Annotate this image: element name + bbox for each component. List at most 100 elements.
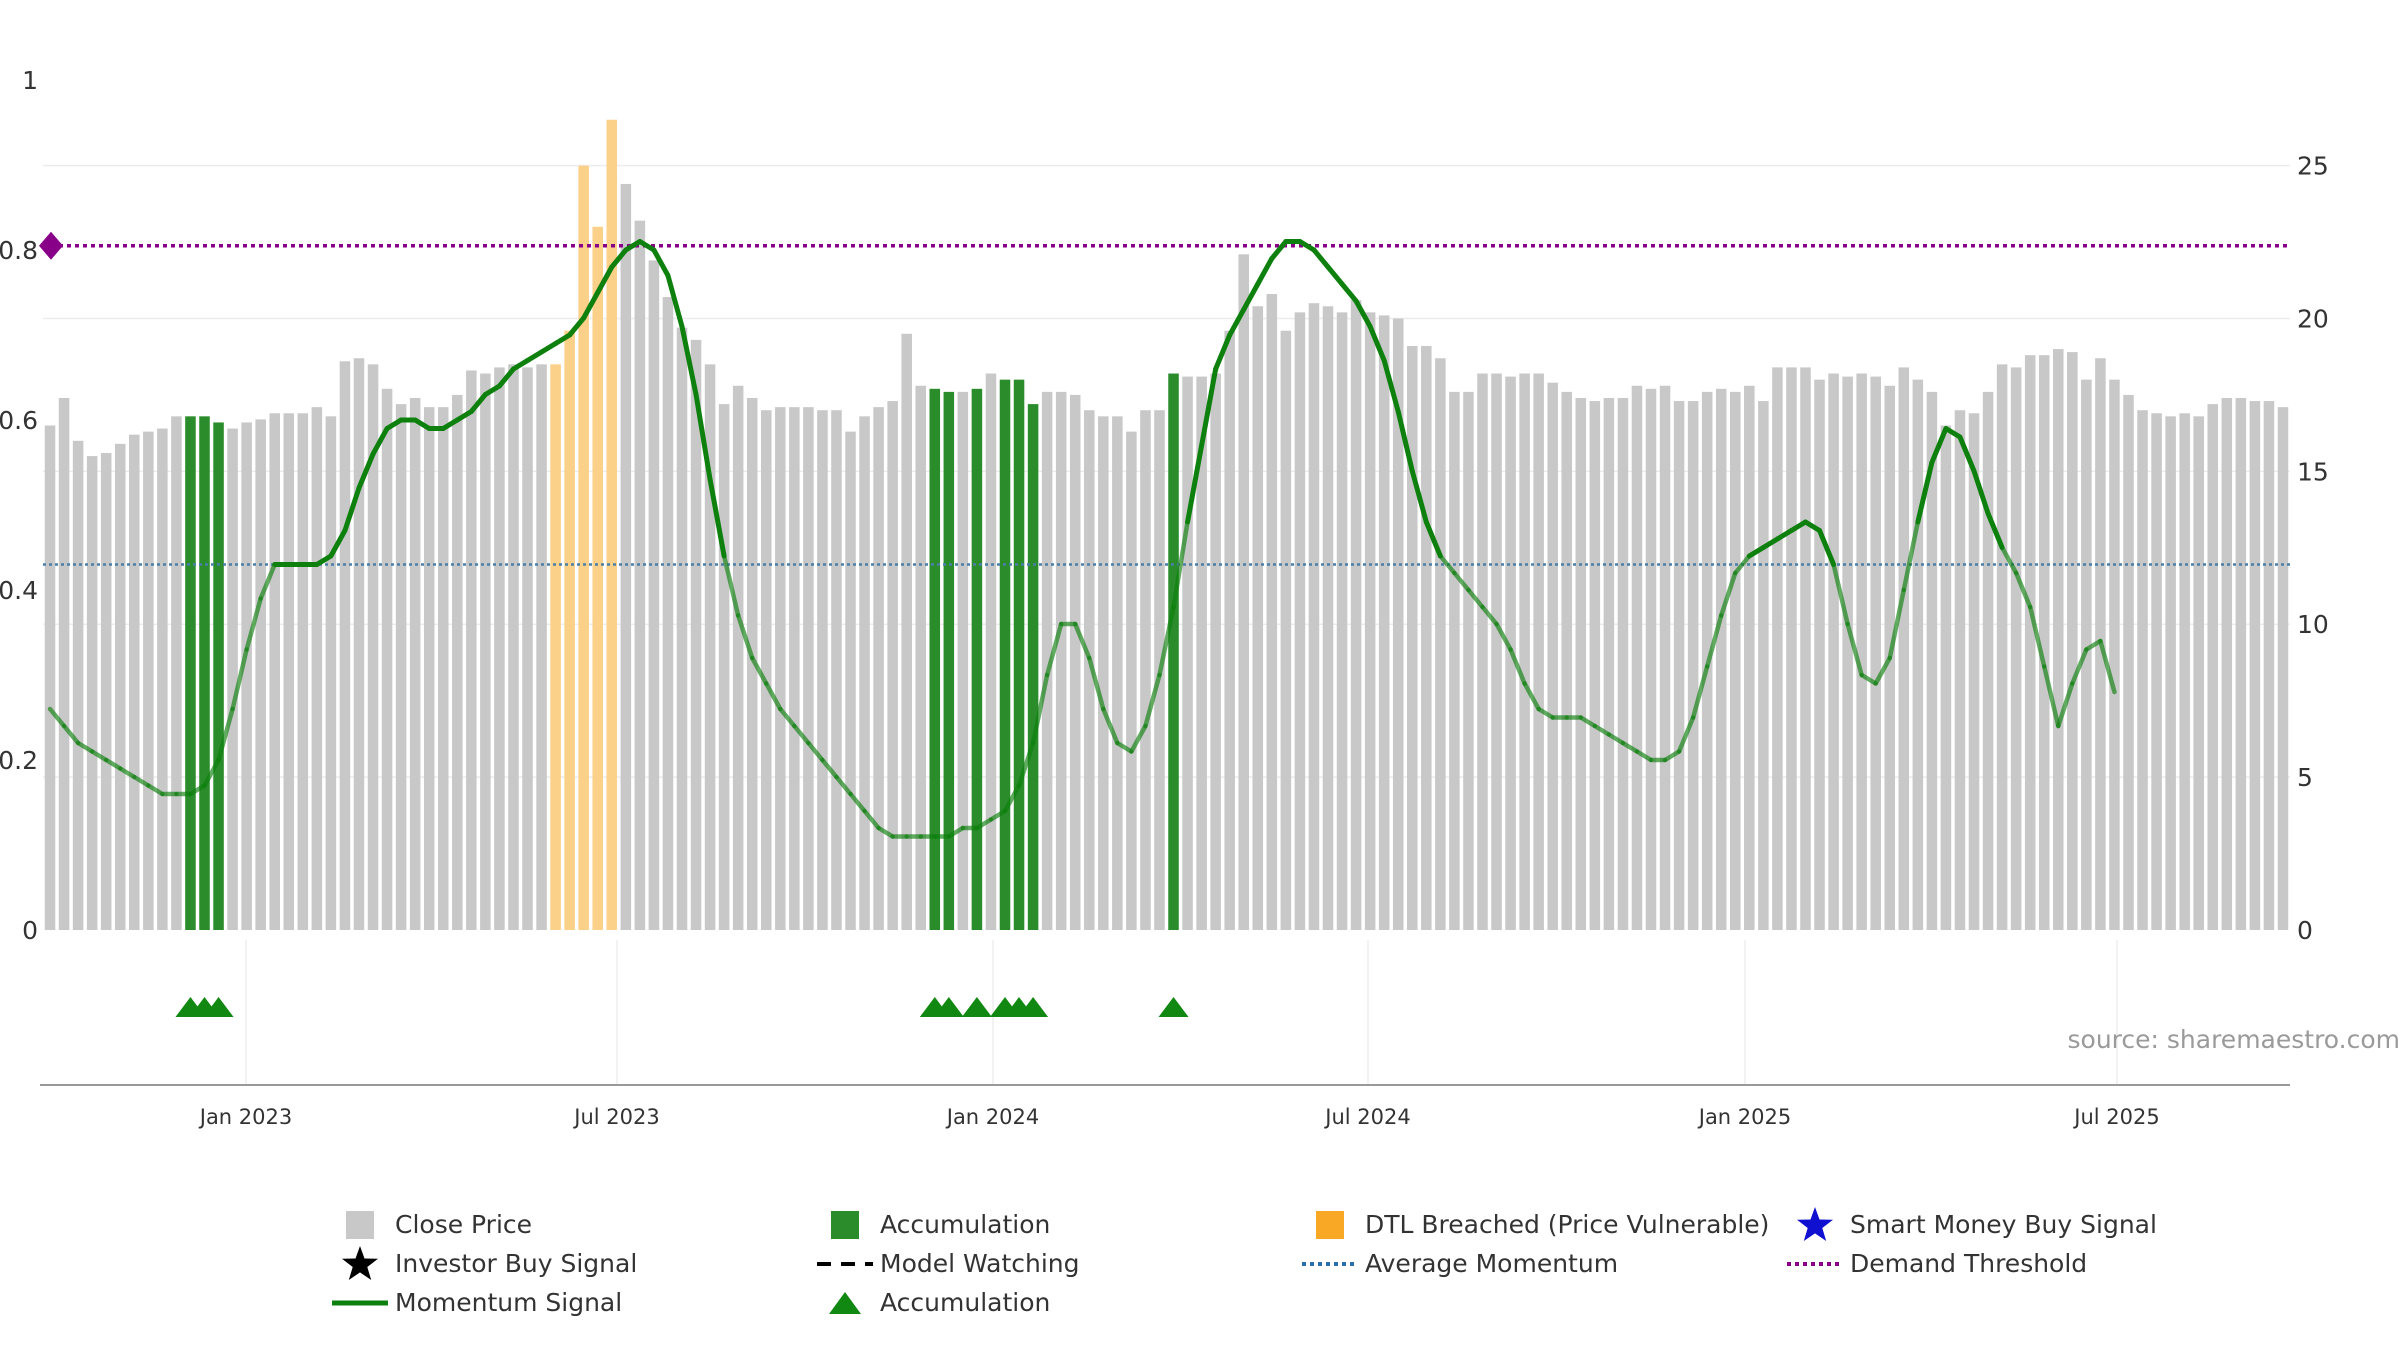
close-price-bar xyxy=(325,416,337,930)
close-price-bar xyxy=(873,407,884,930)
close-price-bar xyxy=(1575,397,1587,931)
momentum-signal-segment xyxy=(1367,324,1387,363)
accumulation-marker-triangle xyxy=(1158,997,1189,1017)
momentum-signal-segment xyxy=(2013,570,2033,610)
accumulation-bar xyxy=(1013,379,1025,931)
close-price-bar xyxy=(1055,391,1067,931)
close-price-bar xyxy=(1645,388,1657,930)
close-price-bar xyxy=(1842,376,1853,930)
dotted-blue-line-icon xyxy=(1295,1249,1365,1279)
close-price-bar xyxy=(1069,394,1081,930)
momentum-signal-segment xyxy=(1087,655,1106,712)
momentum-signal-segment xyxy=(216,706,235,763)
close-price-bar xyxy=(58,397,70,931)
momentum-signal-segment xyxy=(1409,468,1429,525)
close-price-bar xyxy=(1336,312,1348,930)
close-price-bar xyxy=(269,413,280,930)
accumulation-bar xyxy=(185,416,196,930)
legend-dtl-breached-label: DTL Breached (Price Vulnerable) xyxy=(1365,1210,1770,1239)
close-price-bar xyxy=(1308,303,1320,931)
momentum-signal-segment xyxy=(721,553,741,618)
momentum-signal-segment xyxy=(1929,426,1949,465)
momentum-signal-segment xyxy=(707,477,727,559)
close-price-bar xyxy=(1940,425,1952,930)
grid-layer xyxy=(43,164,2290,1085)
momentum-signal-segment xyxy=(1269,239,1289,261)
momentum-signal-segment xyxy=(974,817,994,831)
momentum-signal-segment xyxy=(1733,553,1752,576)
momentum-signal-segment xyxy=(2041,664,2061,729)
accumulation-swatch-icon xyxy=(810,1210,880,1240)
momentum-signal-segment xyxy=(1676,715,1696,754)
legend-demand-threshold-label: Demand Threshold xyxy=(1850,1249,2088,1278)
momentum-signal-segment xyxy=(1129,723,1148,754)
close-price-bar xyxy=(1406,346,1418,930)
close-price-bar xyxy=(72,440,84,930)
accumulation-bar xyxy=(929,388,941,930)
momentum-signal-segment xyxy=(1802,519,1823,533)
momentum-signal-segment xyxy=(1325,264,1345,287)
momentum-signal-segment xyxy=(132,774,151,788)
momentum-signal-segment xyxy=(1957,434,1977,474)
close-price-bar xyxy=(985,373,997,931)
close-price-bar xyxy=(1814,379,1825,931)
legend-dtl-breached: DTL Breached (Price Vulnerable) xyxy=(1295,1205,1769,1244)
close-price-bar xyxy=(1083,410,1095,930)
momentum-signal-segment xyxy=(567,315,587,338)
dotted-purple-line-icon xyxy=(1780,1249,1850,1279)
dtl-breached-bar xyxy=(550,364,561,930)
dtl-breached-bar xyxy=(592,226,603,931)
close-price-bar xyxy=(480,373,491,931)
momentum-signal-segment xyxy=(1395,409,1415,474)
momentum-signal-segment xyxy=(370,426,390,457)
momentum-signal-segment xyxy=(342,485,362,533)
momentum-signal-segment xyxy=(1016,740,1036,788)
right-axis-tick-label: 20 xyxy=(2297,304,2329,333)
right-axis-tick-label: 15 xyxy=(2297,457,2329,486)
momentum-signal-segment xyxy=(1592,723,1612,737)
close-price-bar xyxy=(1659,385,1671,931)
momentum-signal-series xyxy=(47,239,2117,839)
momentum-signal-segment xyxy=(595,264,615,295)
accumulation-marker-triangle xyxy=(961,997,992,1017)
close-price-bar xyxy=(2249,401,2261,930)
close-price-bar xyxy=(536,364,547,930)
close-price-bar xyxy=(1210,373,1221,931)
legend-row-1: Close Price Accumulation DTL Breached (P… xyxy=(300,1205,2200,1244)
close-price-bar xyxy=(157,428,168,930)
momentum-signal-segment xyxy=(749,655,769,686)
close-price-bar xyxy=(2193,416,2204,930)
close-price-bar xyxy=(1112,416,1123,930)
momentum-signal-segment xyxy=(1157,604,1176,678)
close-price-bar xyxy=(634,220,646,931)
close-price-bar xyxy=(2221,397,2233,931)
close-price-bar xyxy=(2067,352,2078,930)
momentum-signal-segment xyxy=(1508,647,1527,686)
close-price-bar xyxy=(2137,410,2148,930)
momentum-signal-segment xyxy=(2084,638,2103,652)
momentum-signal-segment xyxy=(510,358,531,372)
close-price-bar xyxy=(1350,300,1362,930)
legend-accumulation-bar-label: Accumulation xyxy=(880,1210,1051,1239)
left-axis-tick-label: 0.4 xyxy=(0,576,38,605)
close-price-bar xyxy=(1786,367,1797,931)
close-price-bar xyxy=(648,260,660,930)
close-price-bar xyxy=(2165,416,2176,930)
close-price-bar xyxy=(718,404,730,930)
close-price-bar xyxy=(1631,385,1643,931)
close-price-bar xyxy=(1856,373,1867,931)
close-price-bar xyxy=(1912,379,1924,931)
close-price-bar xyxy=(1126,431,1137,930)
dtl-breached-bar xyxy=(564,330,575,930)
right-axis-tick-label: 10 xyxy=(2297,610,2329,639)
momentum-signal-segment xyxy=(75,740,95,754)
momentum-signal-segment xyxy=(525,349,545,363)
momentum-signal-segment xyxy=(1002,783,1022,814)
close-price-bar xyxy=(1730,391,1741,931)
legend-investor-buy: Investor Buy Signal xyxy=(325,1244,637,1283)
close-price-bar xyxy=(522,367,533,931)
momentum-signal-segment xyxy=(2070,647,2089,686)
momentum-signal-segment xyxy=(735,613,755,661)
momentum-signal-segment xyxy=(1072,621,1092,661)
